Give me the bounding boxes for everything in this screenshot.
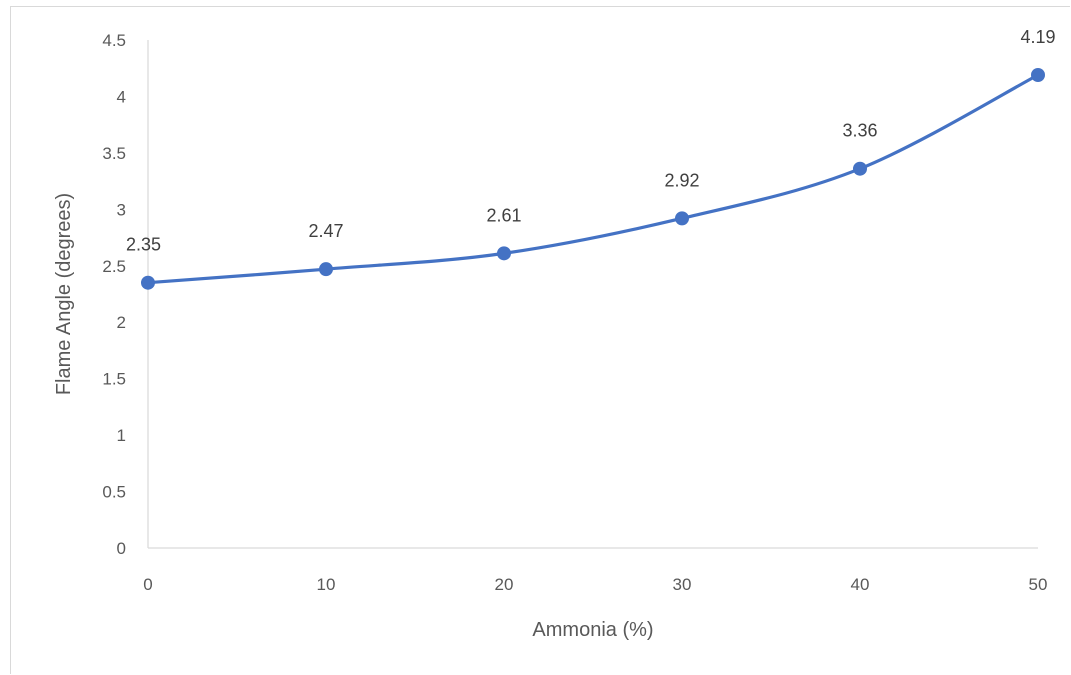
y-tick-label: 2	[117, 313, 126, 332]
data-point	[675, 211, 689, 226]
data-point	[853, 161, 867, 176]
y-tick-label: 2.5	[102, 257, 126, 276]
data-label: 4.19	[1020, 27, 1055, 47]
data-point	[497, 246, 511, 261]
series	[141, 67, 1045, 290]
y-tick-label: 0	[117, 539, 126, 558]
y-tick-label: 3	[117, 200, 126, 219]
data-label: 2.47	[308, 221, 343, 241]
x-tick-labels: 0 10 20 30 40 50	[143, 575, 1047, 594]
data-label: 2.35	[126, 235, 161, 255]
data-point	[319, 262, 333, 277]
x-tick-label: 40	[851, 575, 870, 594]
data-point	[1031, 67, 1045, 82]
y-tick-label: 4	[117, 87, 126, 106]
y-tick-label: 1	[117, 426, 126, 445]
axes	[147, 40, 1038, 549]
chart-frame	[10, 6, 1070, 674]
data-point	[141, 275, 155, 290]
y-tick-label: 0.5	[102, 483, 126, 502]
y-tick-label: 4.5	[102, 31, 126, 50]
y-tick-labels: 0 0.5 1 1.5 2 2.5 3 3.5 4 4.5	[102, 31, 126, 558]
series-line	[146, 73, 1040, 285]
x-tick-label: 50	[1029, 575, 1048, 594]
x-tick-label: 30	[673, 575, 692, 594]
data-label: 2.61	[486, 205, 521, 225]
data-label: 3.36	[842, 121, 877, 141]
x-tick-label: 20	[495, 575, 514, 594]
y-axis-title: Flame Angle (degrees)	[53, 193, 75, 395]
data-label: 2.92	[664, 170, 699, 190]
x-tick-label: 10	[317, 575, 336, 594]
data-labels: 2.35 2.47 2.61 2.92 3.36 4.19	[126, 27, 1056, 255]
x-axis-title: Ammonia (%)	[532, 619, 653, 641]
y-tick-label: 3.5	[102, 144, 126, 163]
y-tick-label: 1.5	[102, 370, 126, 389]
x-tick-label: 0	[143, 575, 152, 594]
